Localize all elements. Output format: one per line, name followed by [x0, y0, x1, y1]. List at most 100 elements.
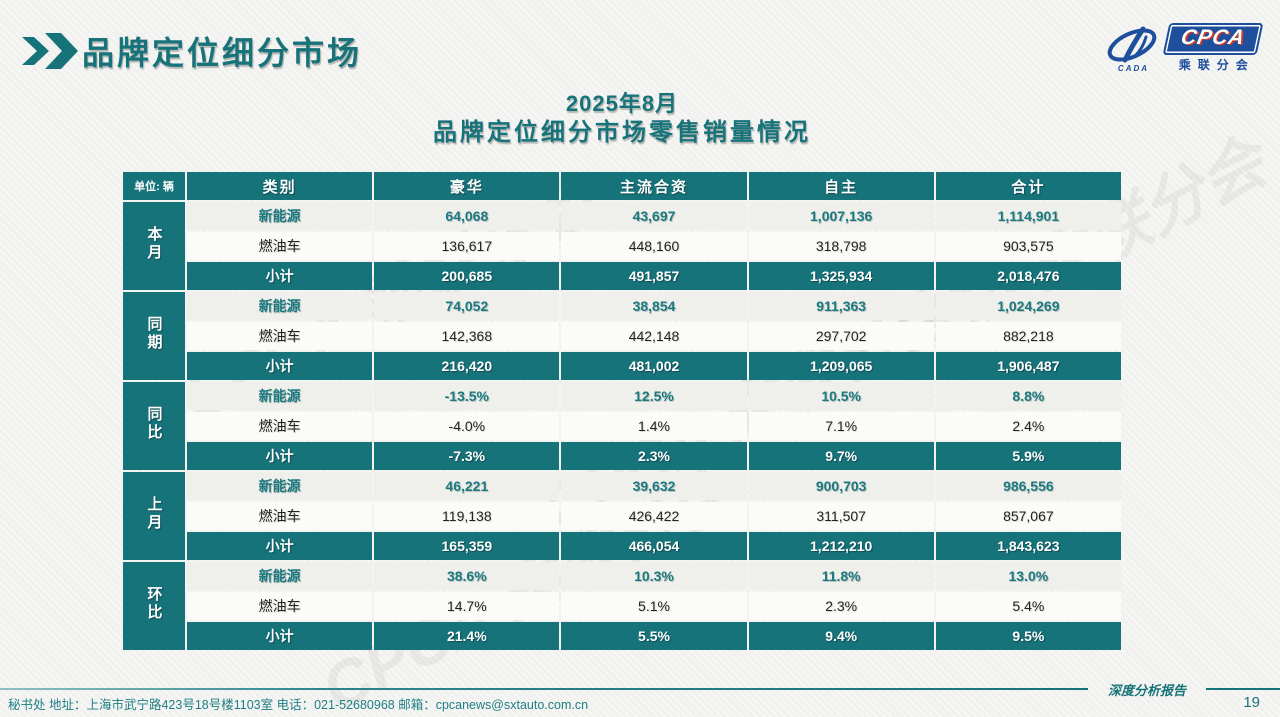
cell-domestic: 9.4%: [748, 622, 934, 650]
cell-category: 新能源: [187, 292, 373, 320]
cell-total: 5.9%: [935, 442, 1121, 470]
cell-domestic: 297,702: [748, 322, 934, 350]
cell-luxury: -4.0%: [374, 412, 560, 440]
cada-label: CADA: [1117, 64, 1150, 73]
cell-mainstream-jv: 426,422: [561, 502, 747, 530]
report-subtitle: 2025年8月 品牌定位细分市场零售销量情况: [123, 90, 1121, 148]
cell-domestic: 9.7%: [748, 442, 934, 470]
table-row: 本月 新能源 64,068 43,697 1,007,136 1,114,901: [123, 202, 1121, 290]
cell-total: 9.5%: [935, 622, 1121, 650]
cell-domestic: 7.1%: [748, 412, 934, 440]
cell-domestic: 2.3%: [748, 592, 934, 620]
cell-mainstream-jv: 481,002: [561, 352, 747, 380]
table-row: 小计 200,685 491,857 1,325,934 2,018,476: [123, 262, 1121, 290]
cell-total: 1,024,269: [935, 292, 1121, 320]
cell-luxury: 216,420: [374, 352, 560, 380]
cell-luxury: 136,617: [374, 232, 560, 260]
table-row: 燃油车 136,617 448,160 318,798 903,575: [123, 232, 1121, 260]
row-group-label-mom: 环比: [123, 562, 186, 650]
report-period: 2025年8月: [565, 91, 679, 116]
cell-mainstream-jv: 1.4%: [561, 412, 747, 440]
table-row: 燃油车 14.7% 5.1% 2.3% 5.4%: [123, 592, 1121, 620]
table-row: 环比 新能源 38.6% 10.3% 11.8% 13.0%: [123, 562, 1121, 650]
cell-luxury: -13.5%: [374, 382, 560, 410]
cell-luxury: 165,359: [374, 532, 560, 560]
cell-total: 2.4%: [935, 412, 1121, 440]
row-group-label-last-month: 上月: [123, 472, 186, 560]
page-title: 品牌定位细分市场: [82, 35, 363, 71]
cell-total: 1,114,901: [935, 202, 1121, 230]
footer-divider-right: [1206, 688, 1280, 690]
table-header-row: 单位: 辆 类别 豪华 主流合资 自主 合计: [123, 172, 1121, 200]
cell-domestic: 11.8%: [748, 562, 934, 590]
row-group-label-same-period: 同期: [123, 292, 186, 380]
column-header-luxury: 豪华: [374, 172, 560, 200]
row-group-label-this-month: 本月: [123, 202, 186, 290]
cell-total: 857,067: [935, 502, 1121, 530]
unit-label: 单位: 辆: [123, 172, 186, 200]
cell-domestic: 311,507: [748, 502, 934, 530]
row-group-label-yoy: 同比: [123, 382, 186, 470]
cell-domestic: 1,212,210: [748, 532, 934, 560]
sales-table: 单位: 辆 类别 豪华 主流合资 自主 合计 本月 新能源 64,068 43,…: [121, 170, 1123, 652]
cell-luxury: 200,685: [374, 262, 560, 290]
cell-luxury: 119,138: [374, 502, 560, 530]
cpca-box: CPCA: [1165, 24, 1261, 53]
page-number: 19: [1243, 694, 1260, 711]
cell-category: 新能源: [187, 472, 373, 500]
cell-category: 新能源: [187, 382, 373, 410]
cpca-text: CPCA: [1179, 25, 1248, 49]
cpca-wordmark: CPCA 乘联分会: [1165, 24, 1261, 73]
cell-category: 小计: [187, 262, 373, 290]
table-row: 燃油车 142,368 442,148 297,702 882,218: [123, 322, 1121, 350]
cell-total: 13.0%: [935, 562, 1121, 590]
table-row: 小计 21.4% 5.5% 9.4% 9.5%: [123, 622, 1121, 650]
cell-category: 新能源: [187, 562, 373, 590]
cell-mainstream-jv: 38,854: [561, 292, 747, 320]
cell-total: 882,218: [935, 322, 1121, 350]
cell-total: 2,018,476: [935, 262, 1121, 290]
cell-mainstream-jv: 5.1%: [561, 592, 747, 620]
cell-category: 新能源: [187, 202, 373, 230]
cell-total: 8.8%: [935, 382, 1121, 410]
cell-total: 5.4%: [935, 592, 1121, 620]
cell-domestic: 900,703: [748, 472, 934, 500]
cell-category: 燃油车: [187, 502, 373, 530]
table-row: 小计 -7.3% 2.3% 9.7% 5.9%: [123, 442, 1121, 470]
table-row: 同期 新能源 74,052 38,854 911,363 1,024,269: [123, 292, 1121, 380]
table-row: 燃油车 119,138 426,422 311,507 857,067: [123, 502, 1121, 530]
cell-mainstream-jv: 491,857: [561, 262, 747, 290]
cell-category: 小计: [187, 352, 373, 380]
cell-category: 燃油车: [187, 232, 373, 260]
cell-mainstream-jv: 43,697: [561, 202, 747, 230]
cell-domestic: 1,325,934: [748, 262, 934, 290]
cell-total: 1,843,623: [935, 532, 1121, 560]
cada-swoosh-icon: [1108, 26, 1157, 63]
cell-luxury: 21.4%: [374, 622, 560, 650]
cell-domestic: 10.5%: [748, 382, 934, 410]
cell-luxury: 64,068: [374, 202, 560, 230]
cell-mainstream-jv: 448,160: [561, 232, 747, 260]
cell-category: 小计: [187, 532, 373, 560]
cell-mainstream-jv: 466,054: [561, 532, 747, 560]
cada-logo: CADA: [1105, 24, 1161, 73]
cell-luxury: 14.7%: [374, 592, 560, 620]
table-row: 小计 165,359 466,054 1,212,210 1,843,623: [123, 532, 1121, 560]
cell-total: 1,906,487: [935, 352, 1121, 380]
footer-contact: 秘书处 地址：上海市武宁路423号18号楼1103室 电话：021-526809…: [8, 698, 589, 712]
cell-category: 燃油车: [187, 592, 373, 620]
cell-mainstream-jv: 39,632: [561, 472, 747, 500]
cell-total: 986,556: [935, 472, 1121, 500]
column-header-category: 类别: [187, 172, 373, 200]
cell-mainstream-jv: 10.3%: [561, 562, 747, 590]
cell-category: 小计: [187, 622, 373, 650]
cell-category: 小计: [187, 442, 373, 470]
cell-luxury: 142,368: [374, 322, 560, 350]
double-chevron-icon: [22, 33, 78, 69]
cell-total: 903,575: [935, 232, 1121, 260]
cell-luxury: -7.3%: [374, 442, 560, 470]
cell-mainstream-jv: 2.3%: [561, 442, 747, 470]
footer-divider-left: [0, 688, 1088, 690]
cell-luxury: 74,052: [374, 292, 560, 320]
